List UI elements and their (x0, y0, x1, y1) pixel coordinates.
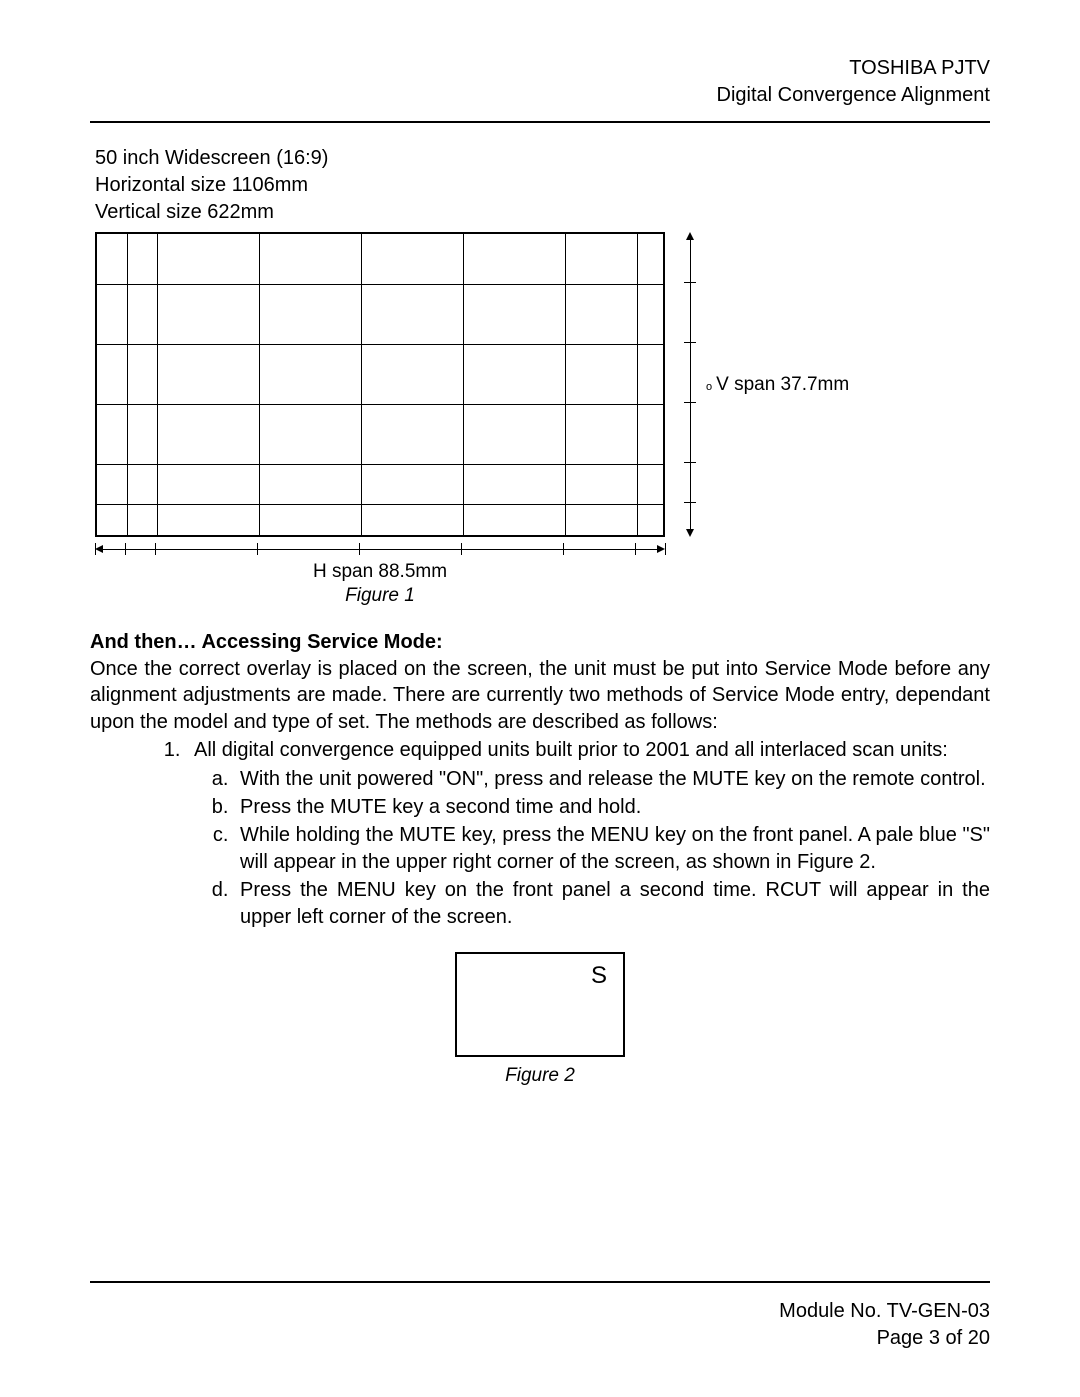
h-dim-tick (359, 543, 360, 555)
header-line1: TOSHIBA PJTV (90, 55, 990, 82)
v-span-label: o V span 37.7mm (706, 374, 849, 396)
h-span-dimension: H span 88.5mm (95, 543, 665, 583)
alignment-grid (95, 232, 665, 537)
h-dim-line (101, 549, 659, 550)
h-dim-tick (665, 543, 666, 555)
arrow-down-icon (686, 529, 694, 537)
grid-vline (565, 234, 566, 535)
v-span-prefix: o (706, 381, 712, 393)
spec-line3: Vertical size 622mm (95, 199, 990, 226)
figure-2-caption: Figure 2 (455, 1065, 625, 1087)
grid-vline (637, 234, 638, 535)
grid-vline (463, 234, 464, 535)
arrow-up-icon (686, 232, 694, 240)
step-d: Press the MENU key on the front panel a … (234, 877, 990, 930)
spec-line1: 50 inch Widescreen (16:9) (95, 145, 990, 172)
step-c: While holding the MUTE key, press the ME… (234, 822, 990, 875)
section-intro: Once the correct overlay is placed on th… (90, 656, 990, 735)
v-dim-tick (684, 462, 696, 463)
spec-block: 50 inch Widescreen (16:9) Horizontal siz… (95, 145, 990, 226)
footer-rule (90, 1281, 990, 1283)
v-span-dimension: o V span 37.7mm (690, 232, 870, 537)
document-page: TOSHIBA PJTV Digital Convergence Alignme… (0, 0, 1080, 1397)
arrow-left-icon (95, 545, 103, 553)
grid-hline (97, 344, 663, 345)
spec-line2: Horizontal size 1106mm (95, 172, 990, 199)
method-1-steps: With the unit powered "ON", press and re… (194, 766, 990, 930)
step-a: With the unit powered "ON", press and re… (234, 766, 990, 792)
v-dim-tick (684, 282, 696, 283)
screen-mockup: S (455, 952, 625, 1057)
v-dim-tick (684, 502, 696, 503)
service-indicator: S (591, 962, 607, 990)
footer-module: Module No. TV-GEN-03 (779, 1298, 990, 1325)
page-footer: Module No. TV-GEN-03 Page 3 of 20 (779, 1298, 990, 1352)
h-dim-tick (635, 543, 636, 555)
h-dim-tick (257, 543, 258, 555)
v-dim-tick (684, 402, 696, 403)
grid-hline (97, 504, 663, 505)
page-header: TOSHIBA PJTV Digital Convergence Alignme… (90, 55, 990, 109)
method-list: All digital convergence equipped units b… (90, 737, 990, 930)
h-dim-tick (155, 543, 156, 555)
step-b: Press the MUTE key a second time and hol… (234, 794, 990, 820)
arrow-right-icon (657, 545, 665, 553)
h-dim-tick (563, 543, 564, 555)
method-1-text: All digital convergence equipped units b… (194, 739, 948, 761)
grid-hline (97, 404, 663, 405)
grid-vline (259, 234, 260, 535)
grid-lines (97, 234, 663, 535)
grid-hline (97, 464, 663, 465)
h-dim-tick (125, 543, 126, 555)
method-1: All digital convergence equipped units b… (186, 737, 990, 930)
h-dim-tick (95, 543, 96, 555)
footer-page: Page 3 of 20 (779, 1325, 990, 1352)
v-span-text: V span 37.7mm (716, 374, 849, 395)
section-heading: And then… Accessing Service Mode: (90, 631, 990, 654)
grid-vline (127, 234, 128, 535)
grid-vline (361, 234, 362, 535)
figure-1-caption: Figure 1 (95, 585, 665, 607)
grid-hline (97, 284, 663, 285)
v-dim-tick (684, 342, 696, 343)
figure-2: S Figure 2 (455, 952, 625, 1087)
figure-1: oV span 37.7mm H span 88.5mm (95, 232, 865, 537)
header-rule (90, 121, 990, 123)
h-dim-tick (461, 543, 462, 555)
header-line2: Digital Convergence Alignment (90, 82, 990, 109)
h-span-label: H span 88.5mm (95, 561, 665, 583)
grid-vline (157, 234, 158, 535)
